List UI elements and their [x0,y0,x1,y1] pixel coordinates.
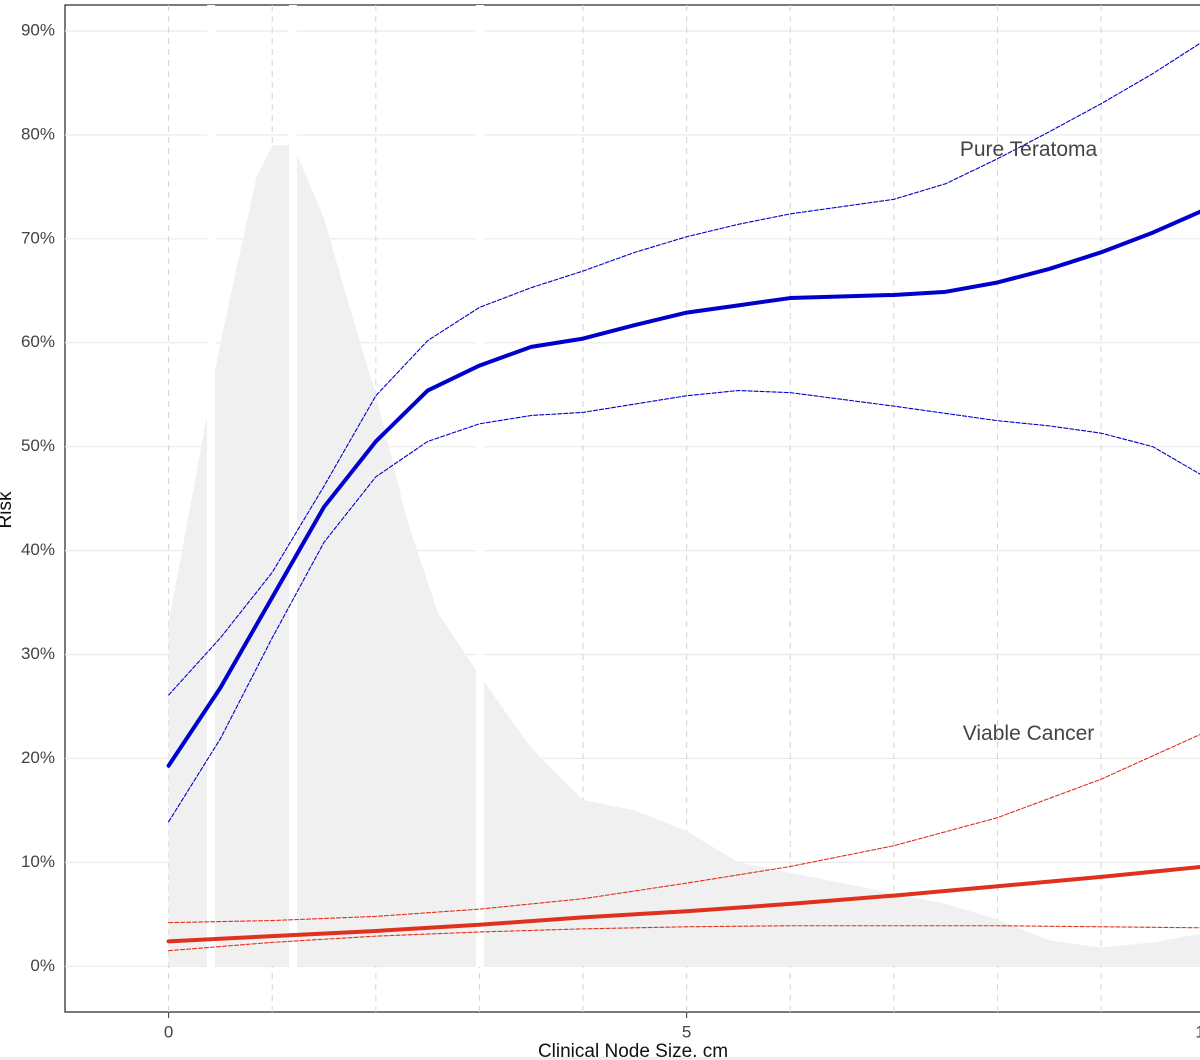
y-tick-label: 80% [21,124,55,143]
y-tick-label: 70% [21,228,55,247]
x-tick-label: 10 [1195,1022,1200,1041]
y-tick-label: 60% [21,332,55,351]
y-tick-label: 30% [21,644,55,663]
density-area [168,145,1200,967]
y-tick-label: 50% [21,436,55,455]
annotation: Viable Cancer [963,722,1095,745]
ci-upper [168,42,1200,696]
ci-lower [168,389,1200,823]
y-axis-title: Risk [0,491,16,528]
y-tick-label: 10% [21,852,55,871]
ci-upper [168,733,1200,924]
bottom-edge [0,1057,1200,1060]
y-tick-label: 40% [21,540,55,559]
y-tick-label: 0% [30,956,55,975]
series-line [166,864,1200,944]
density-gap [289,5,297,967]
x-tick-label: 0 [164,1022,173,1041]
y-tick-label: 20% [21,748,55,767]
annotation: Pure Teratoma [960,138,1098,161]
plot-layer: Pure Teratoma Viable Cancer [65,5,1200,1012]
ci-lower [168,925,1200,952]
density-gap [207,5,215,967]
x-axis-title: Clinical Node Size, cm [538,1041,728,1060]
series-line [166,209,1200,768]
y-tick-label: 90% [21,20,55,39]
x-tick-label: 5 [682,1022,691,1041]
density-gap [476,5,484,967]
